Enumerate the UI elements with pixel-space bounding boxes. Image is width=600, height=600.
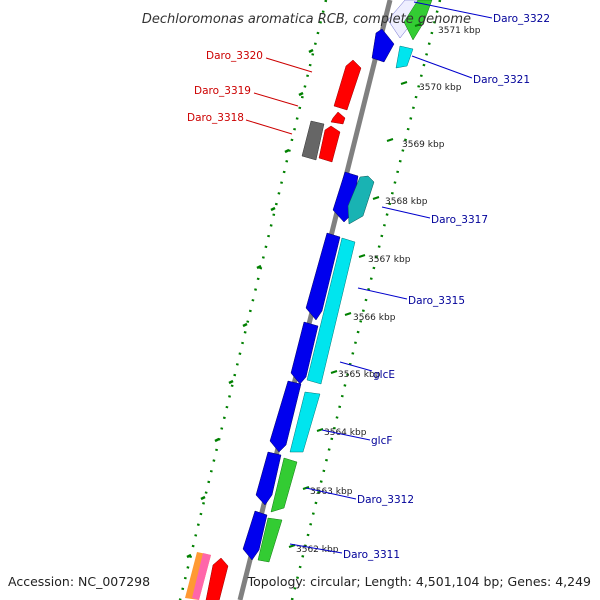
outer-minor-ticks — [186, 48, 314, 559]
tick-label-3563: 3563 kbp — [310, 487, 353, 497]
reverse-strand-genes — [185, 28, 395, 600]
gene-label-daro-3319: Daro_3319 — [194, 85, 251, 97]
tick-label-3568: 3568 kbp — [385, 197, 428, 207]
gene-daro-3321-arrow — [395, 45, 414, 69]
gene-label-daro-3318: Daro_3318 — [187, 112, 244, 124]
accession-label: Accession: NC_007298 — [8, 574, 150, 589]
gene-label-glce: glcE — [373, 369, 395, 381]
gene-daro-3318-arrow — [301, 120, 325, 161]
gene-label-daro-3322: Daro_3322 — [493, 13, 550, 25]
map-title: Dechloromonas aromatica RCB, complete ge… — [142, 12, 471, 27]
tick-label-3570: 3570 kbp — [419, 83, 462, 93]
outer-dotted-guide — [178, 0, 328, 600]
gene-left-blue-7 — [242, 510, 268, 561]
gene-left-blue-5 — [269, 380, 302, 453]
forward-strand-genes — [257, 0, 433, 563]
forward-label-leaders — [289, 1, 493, 554]
gene-label-daro-3315: Daro_3315 — [408, 295, 465, 307]
gene-daro-3322-green — [403, 0, 433, 41]
major-ticks — [288, 23, 422, 548]
gene-daro-3315-arrow — [306, 237, 356, 385]
genome-summary-label: Topology: circular; Length: 4,501,104 bp… — [247, 574, 591, 589]
inner-dotted-guide — [290, 0, 442, 600]
gene-daro-3317-arrow — [347, 175, 375, 225]
gene-left-blue-6 — [255, 451, 282, 506]
gene-label-daro-3311: Daro_3311 — [343, 549, 400, 561]
tick-label-3571: 3571 kbp — [438, 26, 481, 36]
gene-bottom-red — [205, 557, 229, 600]
gene-daro-3311-arrow — [257, 517, 283, 563]
gene-label-glcf: glcF — [371, 435, 392, 447]
gene-daro-3319-arrow — [330, 111, 346, 125]
gene-left-blue-3 — [305, 232, 341, 321]
tick-label-3562: 3562 kbp — [296, 545, 339, 555]
tick-label-3567: 3567 kbp — [368, 255, 411, 265]
tick-label-3569: 3569 kbp — [402, 140, 445, 150]
tick-label-3565: 3565 kbp — [338, 370, 381, 380]
gene-daro-3318b-arrow — [318, 125, 341, 163]
gene-left-blue-1 — [371, 28, 395, 63]
gene-left-blue-4 — [290, 321, 319, 385]
tick-label-3564: 3564 kbp — [324, 428, 367, 438]
gene-label-daro-3312: Daro_3312 — [357, 494, 414, 506]
gene-glcf-arrow — [289, 391, 321, 453]
gene-label-daro-3321: Daro_3321 — [473, 74, 530, 86]
gene-daro-3320-arrow — [333, 59, 362, 111]
gene-bottom-pink — [192, 553, 211, 600]
reverse-label-leaders — [245, 57, 313, 135]
tick-label-3566: 3566 kbp — [353, 313, 396, 323]
gene-label-daro-3317: Daro_3317 — [431, 214, 488, 226]
gene-daro-3312-arrow — [270, 457, 298, 513]
gene-label-daro-3320: Daro_3320 — [206, 50, 263, 62]
